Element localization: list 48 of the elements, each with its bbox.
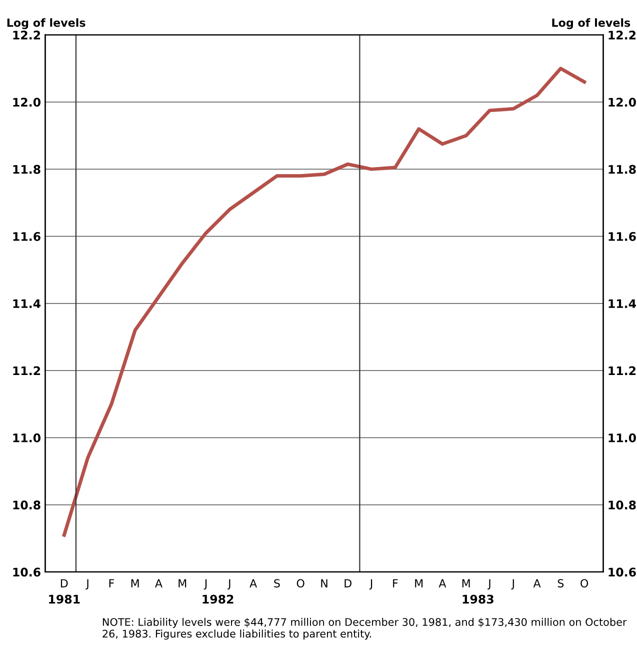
x-tick-label: J bbox=[511, 579, 514, 590]
y2-tick-label: 11.2 bbox=[608, 366, 636, 376]
y-tick-label: 10.6 bbox=[13, 568, 40, 577]
x-tick-label: M bbox=[462, 579, 470, 588]
y-tick-label: 11.4 bbox=[13, 299, 41, 308]
y-tick-label: 12.0 bbox=[13, 98, 40, 107]
y-tick-label: 11.8 bbox=[13, 164, 40, 174]
x-tick-label: D bbox=[344, 579, 352, 588]
text: 1983 bbox=[462, 594, 494, 604]
x-tick-label: O bbox=[296, 579, 304, 588]
x-tick-label: A bbox=[533, 579, 541, 588]
y-tick-label: 10.8 bbox=[13, 500, 40, 510]
y-tick-label: 11.2 bbox=[13, 366, 40, 376]
x-tick-label: J bbox=[86, 579, 88, 590]
y-tick-label: 11.6 bbox=[13, 232, 40, 241]
x-tick-label: A bbox=[250, 579, 258, 588]
y2-tick-label: 11.6 bbox=[608, 232, 636, 241]
y-tick-label: 11.0 bbox=[13, 433, 40, 442]
y2-tick-label: 12.0 bbox=[608, 98, 636, 107]
x-tick-label: M bbox=[131, 579, 139, 588]
x-tick-label: F bbox=[109, 579, 114, 588]
text: NOTE: Liability levels were $44,777 million on December 30, 1981, and $173,430 million on October 26, 1983. Figures exclude liabilities to parent entity. bbox=[102, 618, 627, 640]
y-tick-label: 12.2 bbox=[13, 30, 40, 40]
x-tick-label: M bbox=[415, 579, 423, 588]
y2-tick-label: 11.8 bbox=[608, 164, 636, 174]
x-tick-label: A bbox=[438, 579, 446, 588]
y2-tick-label: 10.8 bbox=[608, 500, 636, 510]
x-tick-label: S bbox=[558, 579, 564, 588]
x-tick-label: O bbox=[580, 579, 588, 588]
line-series bbox=[62, 66, 586, 537]
x-tick-label: N bbox=[321, 579, 328, 588]
x-tick-label: J bbox=[488, 579, 490, 590]
y2-tick-label: 11.4 bbox=[608, 299, 636, 308]
x-tick-label: D bbox=[60, 579, 68, 588]
y2-tick-label: 12.2 bbox=[608, 30, 636, 40]
x-tick-label: J bbox=[369, 579, 372, 590]
y2-axis-title: Log of levels bbox=[552, 18, 630, 30]
y-axis-title: Log of levels bbox=[7, 18, 86, 30]
y2-tick-label: 10.6 bbox=[608, 568, 636, 577]
x-tick-label: A bbox=[155, 579, 162, 588]
x-tick-label: S bbox=[274, 579, 280, 588]
x-tick-label: M bbox=[178, 579, 186, 588]
y2-tick-label: 11.0 bbox=[608, 433, 636, 442]
x-tick-label: J bbox=[227, 579, 230, 590]
text: 1982 bbox=[202, 594, 234, 604]
text: 1981 bbox=[49, 594, 80, 604]
x-tick-label: F bbox=[393, 579, 398, 588]
x-tick-label: J bbox=[204, 579, 207, 590]
